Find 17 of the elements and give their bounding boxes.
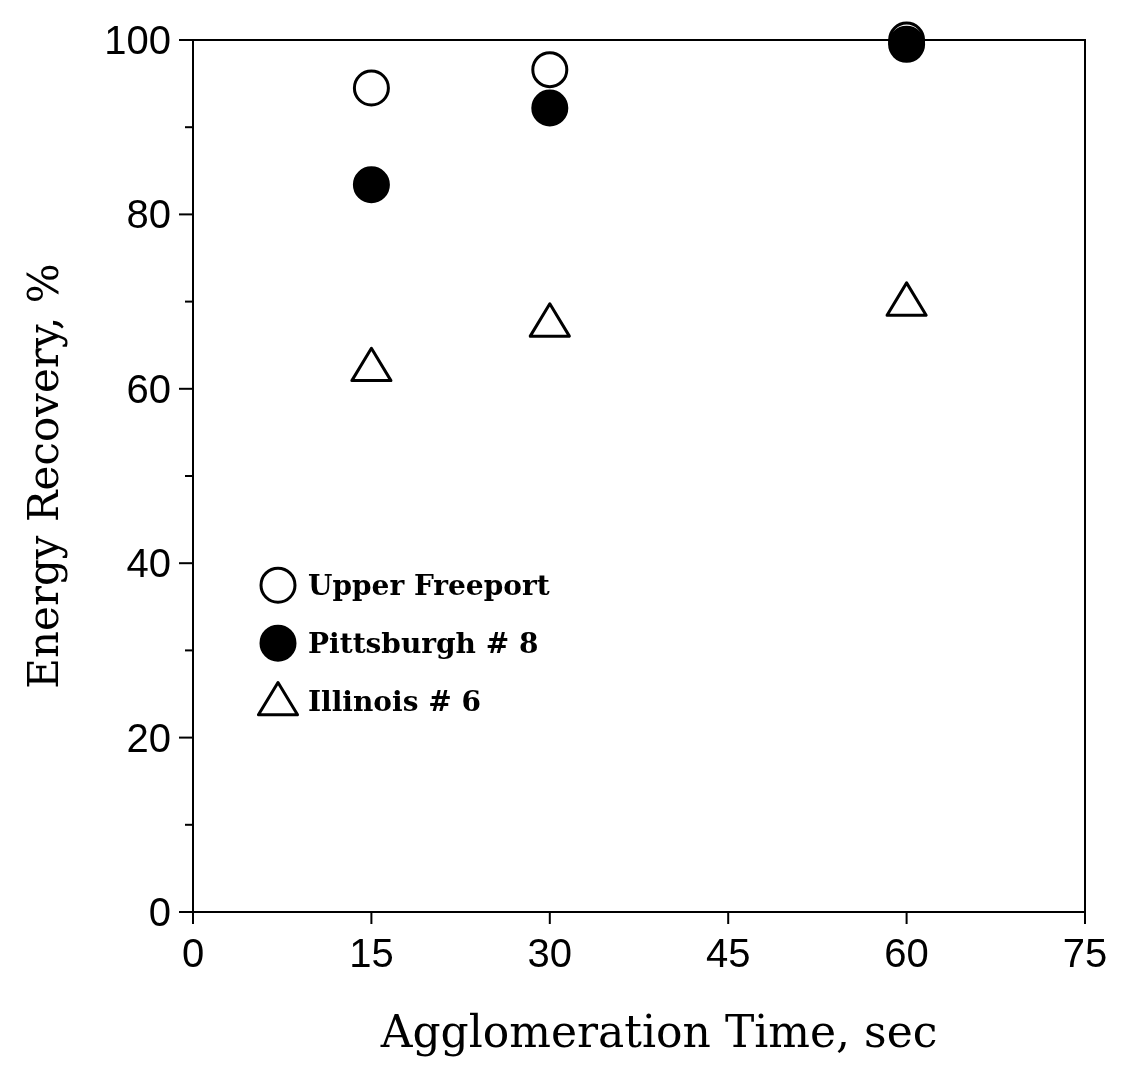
legend-label: Upper Freeport: [308, 569, 550, 603]
x-tick-label: 60: [884, 931, 929, 975]
y-tick-label: 60: [126, 366, 171, 411]
y-tick-label: 40: [126, 541, 171, 586]
y-axis-title: Energy Recovery, %: [19, 263, 68, 689]
x-tick-label: 45: [705, 931, 751, 975]
legend-label: Illinois # 6: [308, 685, 481, 719]
legend-label: Pittsburgh # 8: [308, 627, 539, 661]
y-tick-label: 80: [126, 192, 171, 237]
x-tick-label: 0: [181, 931, 205, 975]
y-tick-label: 0: [148, 890, 171, 934]
x-tick-label: 30: [527, 931, 573, 975]
x-tick-label: 15: [349, 931, 394, 975]
x-tick-label: 75: [1062, 931, 1108, 975]
x-axis-title: Agglomeration Time, sec: [379, 1006, 938, 1057]
y-tick-label: 100: [104, 18, 171, 62]
y-tick-label: 20: [126, 715, 171, 760]
